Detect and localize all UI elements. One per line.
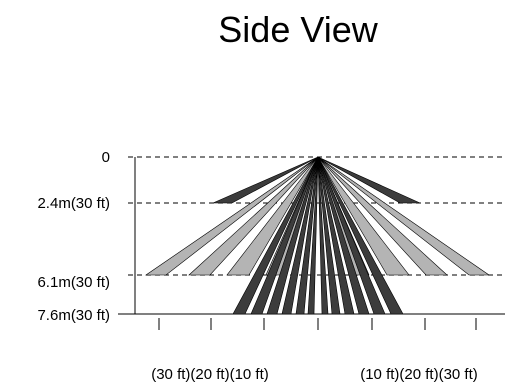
long-range-zone	[188, 156, 319, 276]
diagram-title: Side View	[218, 9, 378, 50]
near-zone	[317, 156, 355, 315]
upper-zone	[317, 156, 421, 204]
near-zone	[232, 156, 319, 315]
near-zone	[266, 156, 319, 315]
depth-label-0: 0	[102, 149, 110, 166]
upper-zone	[212, 156, 319, 204]
depth-label-7-6m: 7.6m(30 ft)	[37, 307, 110, 324]
long-range-zone	[226, 156, 319, 276]
range-label-left: (30 ft)(20 ft)(10 ft)	[151, 366, 269, 383]
near-zone	[317, 156, 404, 315]
range-label-right: (10 ft)(20 ft)(30 ft)	[360, 366, 478, 383]
near-zone	[250, 156, 319, 315]
near-zone	[307, 156, 319, 315]
near-zone	[317, 156, 341, 315]
long-range-zone	[317, 156, 410, 276]
near-zone	[317, 156, 386, 315]
long-range-zone	[317, 156, 448, 276]
near-zone	[295, 156, 319, 315]
near-zone	[317, 156, 370, 315]
long-range-zone	[145, 156, 319, 276]
depth-label-6-1m: 6.1m(30 ft)	[37, 274, 110, 291]
near-zone	[317, 156, 329, 315]
near-zone	[281, 156, 319, 315]
detection-zones	[145, 156, 490, 315]
range-ticks	[158, 318, 477, 330]
long-range-zone	[317, 156, 490, 276]
depth-label-2-4m: 2.4m(30 ft)	[37, 195, 110, 212]
